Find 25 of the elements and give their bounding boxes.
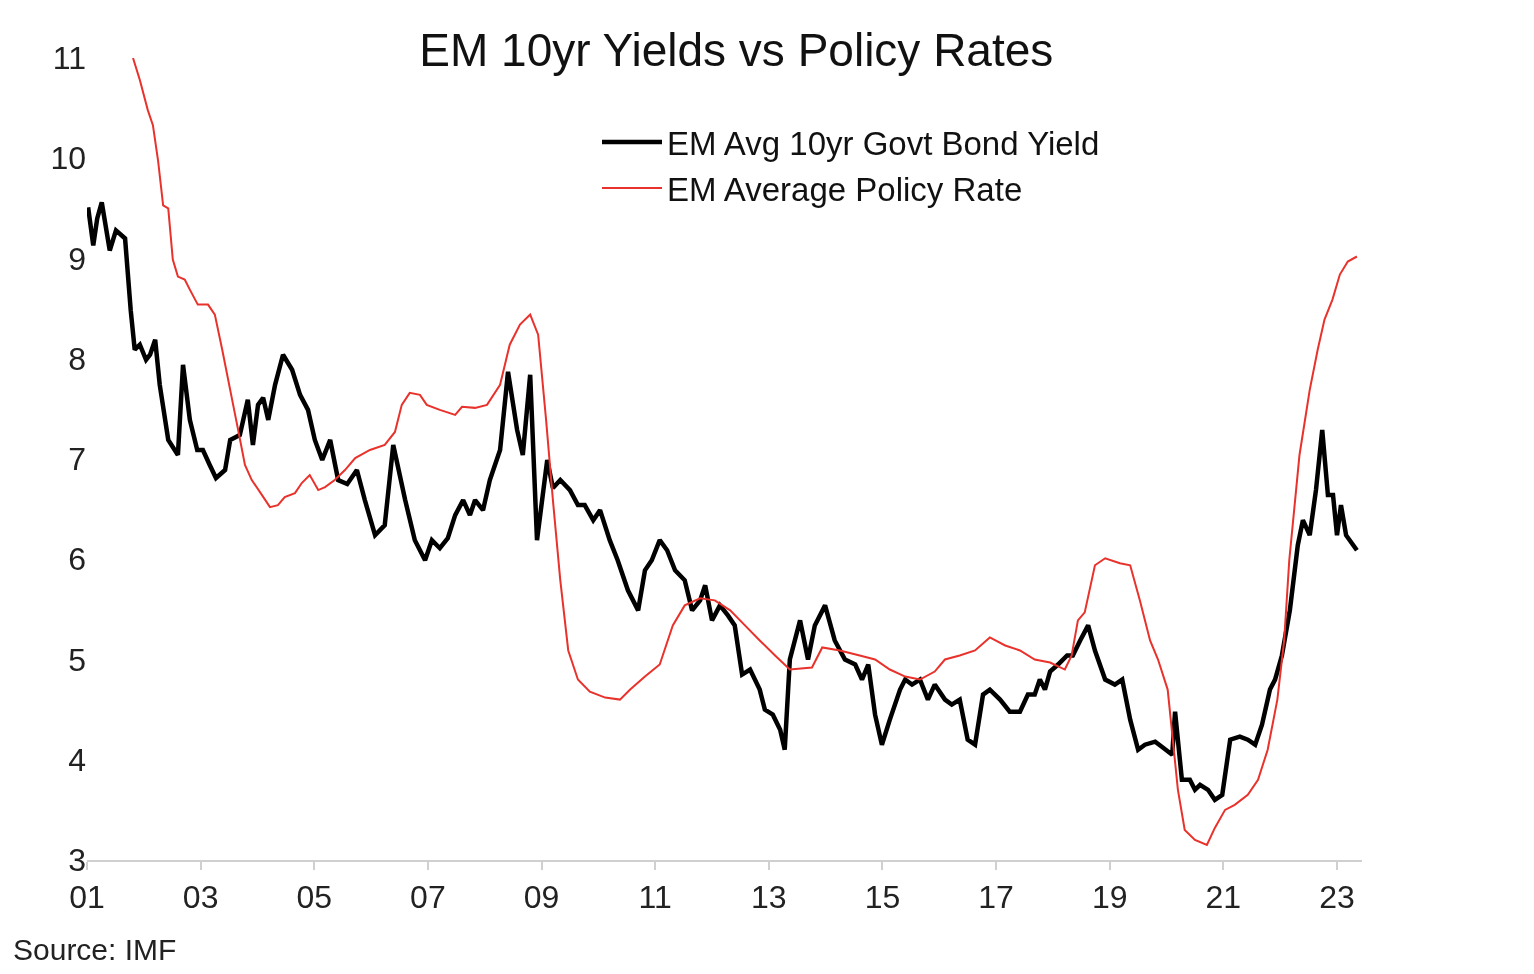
x-tick-label: 17 (978, 879, 1014, 916)
y-tick-label: 4 (68, 741, 86, 778)
x-tick-label: 13 (751, 879, 787, 916)
y-tick-label: 11 (52, 40, 86, 77)
x-tick-label: 11 (638, 879, 672, 916)
chart-title: EM 10yr Yields vs Policy Rates (419, 23, 1054, 76)
x-tick-label: 09 (523, 879, 560, 916)
x-tick-label: 19 (1091, 879, 1128, 916)
x-tick-label: 15 (864, 879, 901, 916)
x-tick-label: 05 (296, 879, 333, 916)
x-tick-label: 03 (182, 879, 219, 916)
x-tick-label: 21 (1205, 879, 1242, 916)
x-tick-label: 01 (69, 879, 105, 916)
x-tick-label: 23 (1319, 879, 1355, 916)
y-tick-label: 8 (68, 340, 86, 377)
source-note: Source: IMF (13, 933, 177, 966)
y-tick-label: 3 (68, 842, 86, 879)
y-tick-label: 10 (50, 140, 86, 177)
legend-label: EM Average Policy Rate (667, 170, 1023, 208)
y-tick-label: 6 (68, 541, 86, 578)
y-tick-label: 9 (68, 240, 86, 277)
legend-label: EM Avg 10yr Govt Bond Yield (667, 124, 1100, 162)
y-tick-label: 5 (68, 641, 86, 678)
x-tick-label: 07 (410, 879, 446, 916)
y-tick-label: 7 (68, 441, 86, 478)
